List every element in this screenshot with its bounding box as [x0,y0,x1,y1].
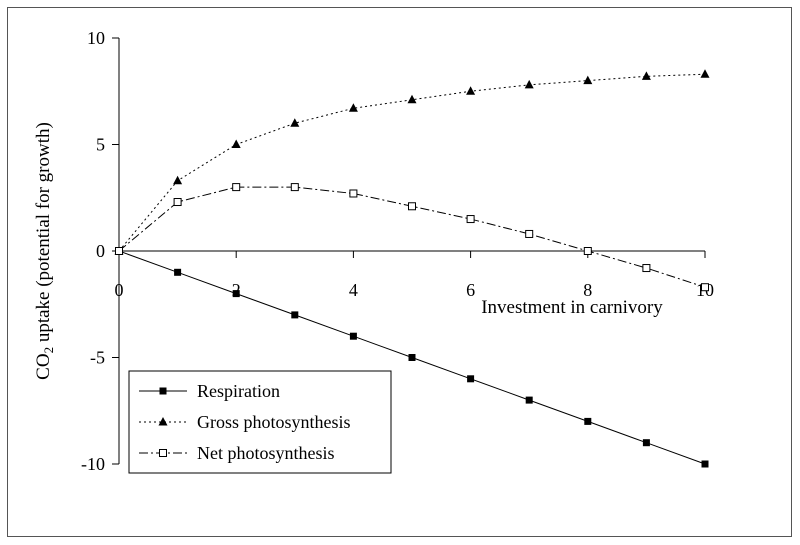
gross-photosynthesis-point [173,175,183,185]
series-net-photosynthesis [115,183,709,292]
legend-swatch-marker [159,449,167,457]
net-photosynthesis-point [701,283,709,292]
net-photosynthesis-point [290,183,299,192]
respiration-point [174,268,182,276]
net-photosynthesis-point [173,198,182,207]
net-photosynthesis-point [525,229,534,238]
legend-item-gross-photosynthesis: Gross photosynthesis [139,412,351,432]
gross-photosynthesis-point [348,103,358,112]
respiration-point [701,460,709,468]
legend-swatch-marker [158,417,168,426]
y-axis-title-prefix: CO [33,353,54,379]
x-tick-label: 6 [466,280,475,300]
net-photosynthesis-point [115,247,123,255]
gross-photosynthesis-point [524,79,534,89]
y-axis-title-subscript: 2 [41,347,56,354]
y-axis-title: CO2 uptake (potential for growth) [33,122,56,380]
x-tick-label: 4 [349,280,358,300]
net-photosynthesis-point [408,202,416,211]
series-layer [114,69,710,468]
net-photosynthesis-point [642,264,651,273]
respiration-point [408,354,416,361]
legend-label: Gross photosynthesis [197,412,351,432]
gross-photosynthesis-point [466,86,476,95]
net-photosynthesis-point [232,183,241,192]
legend-item-net-photosynthesis: Net photosynthesis [139,443,335,463]
respiration-point [525,396,533,404]
y-tick-label: -5 [90,348,105,368]
respiration-point [349,332,357,340]
x-tick-label: 0 [115,280,124,300]
gross-photosynthesis-point [700,69,710,78]
legend-item-respiration: Respiration [139,381,280,401]
net-photosynthesis-point [466,215,475,224]
respiration-point [291,311,299,319]
gross-photosynthesis-point [583,75,593,85]
legend-swatch-marker [159,387,167,395]
series-gross-photosynthesis [114,69,710,255]
legend-box [128,370,392,474]
x-axis-title: Investment in carnivory [481,297,663,318]
legend-label: Respiration [197,381,280,401]
x-tick-label: 2 [232,280,241,300]
legend-label: Net photosynthesis [197,443,335,463]
gross-photosynthesis-point [290,118,300,127]
respiration-point [467,375,475,383]
y-tick-label: -10 [81,454,105,474]
net-photosynthesis-point [583,247,592,255]
gross-photosynthesis-point [407,94,417,104]
respiration-point [642,439,650,447]
net-photosynthesis-point [349,189,358,198]
legend: Respiration Gross photosynthesis Net photo… [128,370,392,474]
y-tick-label: 0 [96,241,105,261]
x-tick-label: 8 [583,280,592,300]
chart-frame [7,7,792,537]
respiration-point [232,290,240,298]
respiration-point [584,417,592,425]
gross-photosynthesis-point [231,139,241,148]
gross-photosynthesis-point [641,71,651,80]
y-axis-title-rest: uptake (potential for growth) [33,122,54,347]
y-tick-label: 5 [96,135,105,155]
net-photosynthesis-line [118,186,706,288]
y-tick-label: 10 [87,28,105,48]
